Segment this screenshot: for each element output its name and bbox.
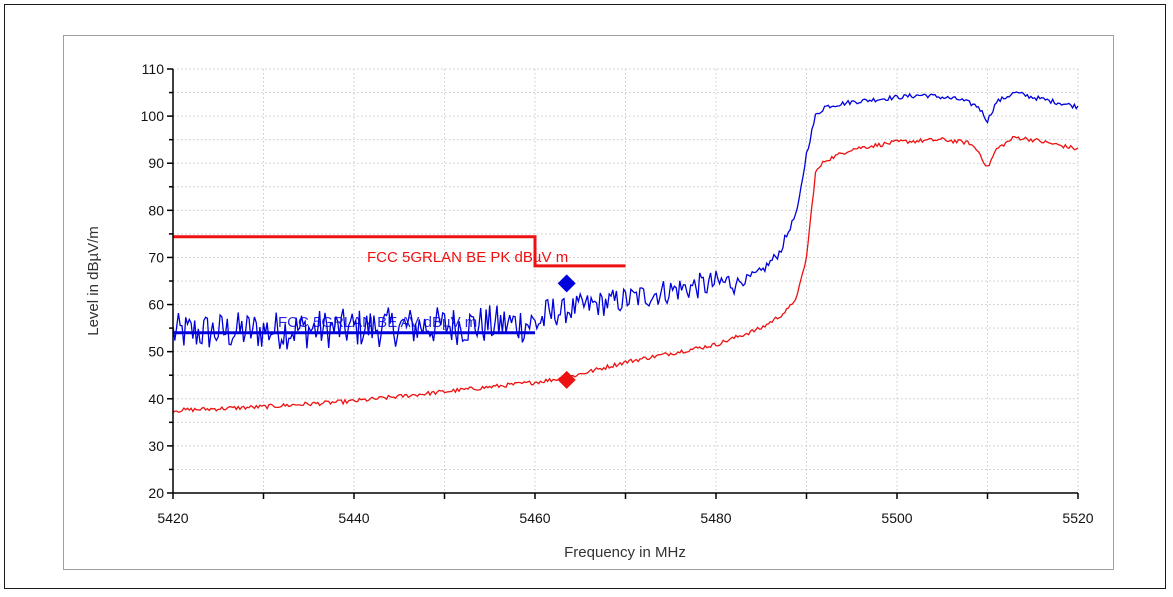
outer-frame xyxy=(4,4,1166,589)
x-tick-label: 5420 xyxy=(157,510,188,526)
limit-label-pk: FCC 5GRLAN BE PK dBµV m xyxy=(367,249,568,266)
y-axis-title: Level in dBµV/m xyxy=(85,226,102,336)
limit-label-av: FCC 5GRLAN BE AV dBµV m xyxy=(278,314,477,331)
series-line-average xyxy=(172,136,1079,414)
marker-average xyxy=(557,370,576,389)
limit-layer xyxy=(173,235,626,335)
marker-peak xyxy=(557,274,576,293)
x-tick-label: 5440 xyxy=(338,510,369,526)
x-tick-label: 5520 xyxy=(1062,510,1093,526)
y-tick-label: 50 xyxy=(148,344,164,360)
series-layer xyxy=(172,91,1079,414)
x-tick-label: 5500 xyxy=(881,510,912,526)
y-tick-label: 20 xyxy=(148,485,164,501)
tick-layer xyxy=(167,68,1079,499)
limit-line-pk xyxy=(173,235,626,268)
y-tick-label: 70 xyxy=(148,249,164,265)
grid-layer xyxy=(173,68,1079,493)
chart-panel xyxy=(63,35,1114,570)
y-tick-label: 30 xyxy=(148,438,164,454)
y-tick-label: 40 xyxy=(148,391,164,407)
y-tick-label: 60 xyxy=(148,297,164,313)
y-tick-label: 110 xyxy=(142,61,165,77)
x-tick-label: 5460 xyxy=(519,510,550,526)
y-tick-label: 90 xyxy=(148,155,164,171)
y-tick-label: 100 xyxy=(141,108,165,124)
marker-layer xyxy=(557,274,576,389)
x-tick-label: 5480 xyxy=(700,510,731,526)
x-axis-title: Frequency in MHz xyxy=(564,544,686,561)
series-line-peak xyxy=(172,91,1079,350)
y-tick-label: 80 xyxy=(148,202,164,218)
label-layer: 5420 5440 5460 5480 5500 5520 20 30 40 50 60 70 80 90… xyxy=(141,61,1094,526)
